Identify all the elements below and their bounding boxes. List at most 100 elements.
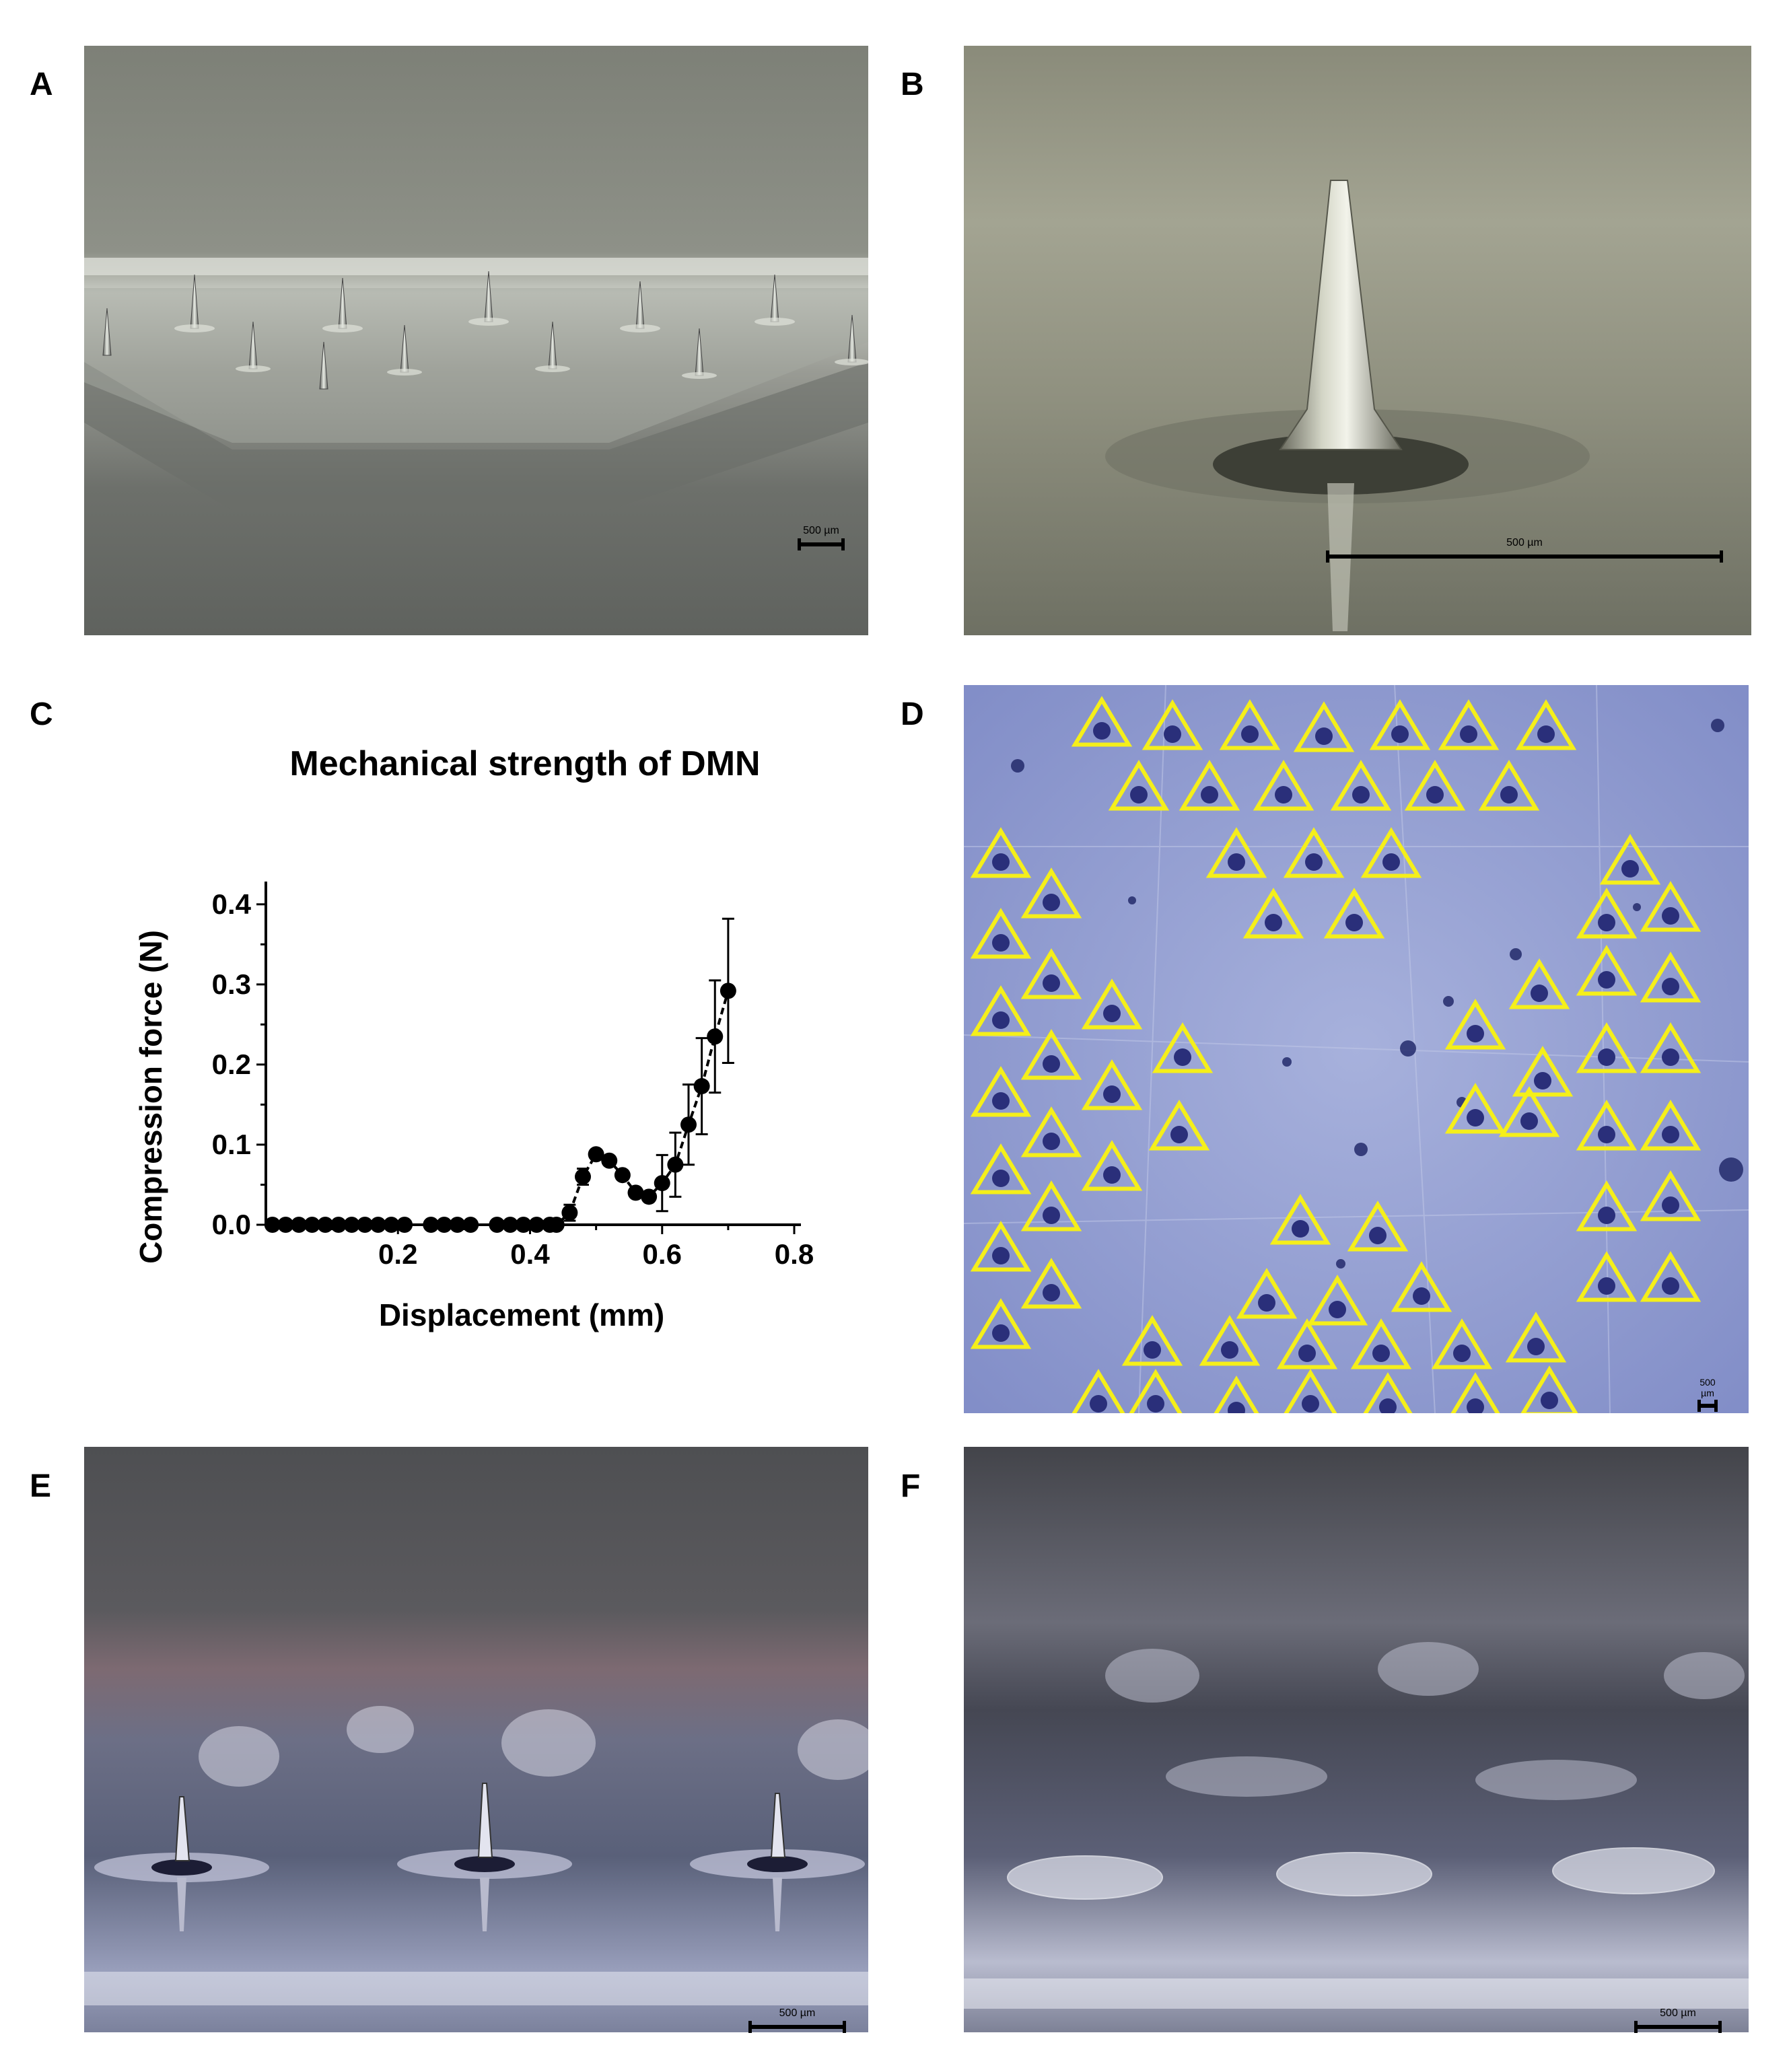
triangle-marker xyxy=(1576,1022,1638,1073)
triangle-marker xyxy=(1020,1258,1082,1309)
data-point xyxy=(449,1217,466,1233)
stain-spot xyxy=(1144,1341,1161,1359)
chart-title: Mechanical strength of DMN xyxy=(289,744,760,783)
stain-spot xyxy=(1662,1048,1679,1066)
triangle-marker xyxy=(970,1221,1032,1272)
triangle-marker xyxy=(1508,958,1570,1009)
data-point xyxy=(515,1217,532,1233)
scale-bar-line xyxy=(1697,1400,1718,1412)
triangle-marker xyxy=(1199,1315,1261,1366)
triangle-marker xyxy=(1142,699,1203,750)
stain-spot xyxy=(1531,985,1548,1002)
triangle-marker xyxy=(1498,1086,1560,1137)
stain-spot xyxy=(1537,725,1555,743)
scale-bar-label: 500 µm xyxy=(1699,1377,1716,1398)
stain-spot xyxy=(1103,1005,1121,1022)
panel-f-scale-bar: 500 µm xyxy=(1634,2002,1722,2033)
triangle-marker xyxy=(1072,1369,1125,1413)
stain-spot xyxy=(992,1092,1010,1110)
triangle-marker xyxy=(1269,1194,1331,1245)
data-point xyxy=(693,1078,710,1095)
triangle-marker xyxy=(1599,834,1661,885)
triangle-marker xyxy=(1640,952,1702,1003)
stain-spot xyxy=(1221,1341,1238,1359)
triangle-marker xyxy=(1020,1106,1082,1157)
stain-spot xyxy=(1292,1220,1309,1238)
triangle-marker xyxy=(1640,881,1702,932)
stain-spot xyxy=(1298,1345,1316,1362)
stain-spot xyxy=(1598,1126,1615,1143)
stain-spot xyxy=(1174,1048,1191,1066)
triangle-marker xyxy=(1404,760,1466,811)
data-point xyxy=(357,1217,374,1233)
stain-spot xyxy=(992,1324,1010,1342)
triangle-marker xyxy=(1071,696,1133,747)
triangle-marker xyxy=(1253,760,1314,811)
stain-spot xyxy=(1527,1338,1545,1355)
stain-spot xyxy=(1043,974,1060,992)
panel-d-photo xyxy=(964,685,1749,1413)
y-tick-label: 0.1 xyxy=(212,1129,251,1160)
stain-spot xyxy=(1662,1126,1679,1143)
triangle-marker xyxy=(1219,699,1281,750)
triangle-marker xyxy=(1121,1315,1183,1366)
triangle-marker xyxy=(970,1066,1032,1117)
stain-spot xyxy=(1170,1126,1188,1143)
scale-bar-label: 500 µm xyxy=(1506,537,1543,548)
triangle-marker xyxy=(1444,1083,1506,1134)
stain-spot xyxy=(1130,786,1148,803)
stain-spot xyxy=(1662,907,1679,925)
data-point xyxy=(601,1152,618,1169)
triangle-marker xyxy=(1330,760,1392,811)
triangle-marker xyxy=(1347,1201,1409,1252)
stain-spot xyxy=(1315,727,1333,745)
scale-bar-label: 500 µm xyxy=(779,2007,816,2019)
stain-spot xyxy=(1241,725,1259,743)
triangle-marker xyxy=(1214,1376,1259,1413)
stain-spot xyxy=(1345,914,1363,931)
triangle-marker xyxy=(1148,1100,1210,1151)
x-tick-label: 0.6 xyxy=(643,1238,682,1270)
triangle-marker xyxy=(1129,1369,1183,1413)
stain-spot xyxy=(1460,725,1477,743)
x-tick-label: 0.4 xyxy=(510,1238,550,1270)
data-point xyxy=(291,1217,308,1233)
stain-spot xyxy=(992,1011,1010,1029)
stain-spot xyxy=(1621,860,1639,878)
triangle-marker xyxy=(1284,1369,1337,1413)
triangle-marker xyxy=(1515,699,1577,750)
chart-marks xyxy=(264,917,736,1233)
stain-spot xyxy=(1164,725,1181,743)
data-point xyxy=(707,1028,724,1045)
triangle-marker xyxy=(1081,1140,1143,1191)
stain-spot xyxy=(1372,1345,1390,1362)
data-point xyxy=(343,1217,360,1233)
triangle-marker xyxy=(970,985,1032,1036)
triangle-marker xyxy=(1081,1059,1143,1110)
panel-e-letter: E xyxy=(30,1468,52,1504)
data-point xyxy=(614,1167,631,1184)
stain-spot xyxy=(1467,1109,1484,1127)
x-tick-label: 0.8 xyxy=(775,1238,814,1270)
stain-spot xyxy=(1598,971,1615,989)
data-point xyxy=(575,1168,591,1185)
triangle-markers xyxy=(970,696,1702,1413)
triangle-marker xyxy=(1293,701,1355,752)
triangle-marker xyxy=(1576,1100,1638,1151)
triangle-marker xyxy=(1081,978,1143,1030)
stain-spot xyxy=(992,1247,1010,1264)
stain-spot xyxy=(1043,1284,1060,1301)
panel-a-letter: A xyxy=(30,67,53,102)
data-point xyxy=(502,1217,519,1233)
data-point xyxy=(277,1217,294,1233)
triangle-marker xyxy=(1350,1318,1412,1369)
series-line xyxy=(272,990,730,1226)
triangle-marker xyxy=(970,908,1032,959)
stain-spot xyxy=(1103,1085,1121,1103)
panel-a-photo xyxy=(84,46,868,635)
scale-bar-label: 500 µm xyxy=(803,525,839,536)
triangle-marker xyxy=(1576,945,1638,996)
triangle-marker xyxy=(1640,1022,1702,1073)
triangle-marker xyxy=(1576,888,1638,939)
stain-spot xyxy=(1302,1395,1319,1413)
